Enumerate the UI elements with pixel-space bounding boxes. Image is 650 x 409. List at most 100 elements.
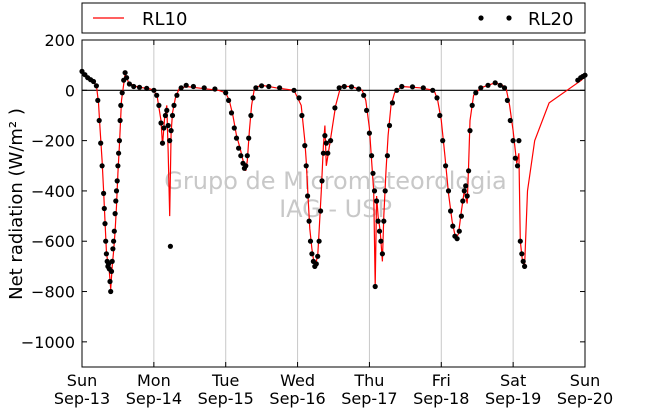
legend-rl10-label: RL10 — [142, 9, 187, 30]
rl20-point — [371, 188, 378, 194]
rl20-point — [485, 82, 491, 88]
rl20-point — [126, 81, 132, 87]
rl20-point — [375, 218, 381, 224]
rl20-point — [236, 145, 242, 151]
rl20-point — [238, 153, 244, 159]
rl20-point — [463, 183, 469, 189]
rl20-point — [296, 95, 302, 101]
rl20-point — [119, 90, 125, 96]
x-tick-label-day: Thu — [353, 371, 384, 390]
rl20-point — [112, 211, 118, 217]
rl20-point — [103, 238, 109, 244]
y-tick-label: 200 — [44, 31, 75, 50]
rl20-point — [101, 190, 107, 196]
rl20-point — [101, 205, 107, 212]
rl20-point — [319, 178, 325, 184]
rl20-point — [277, 85, 283, 91]
rl20-point — [399, 83, 405, 90]
rl20-point — [165, 122, 171, 129]
rl20-point — [111, 238, 117, 244]
rl20-point — [111, 228, 117, 234]
rl20-point — [174, 92, 180, 98]
rl20-point — [154, 92, 160, 98]
rl20-point — [325, 150, 331, 156]
x-tick-label-date: Sep-15 — [198, 389, 254, 408]
rl20-point — [110, 246, 116, 252]
rl20-point — [169, 112, 176, 119]
y-tick-label: 0 — [65, 81, 75, 100]
rl20-point — [167, 243, 173, 249]
rl20-point — [510, 138, 516, 144]
rl20-point — [315, 253, 321, 259]
rl20-point — [95, 97, 101, 103]
x-tick-label-day: Mon — [137, 371, 171, 390]
rl20-point — [454, 236, 460, 242]
rl20-point — [167, 138, 173, 144]
rl20-point — [497, 82, 503, 88]
rl20-point — [114, 178, 120, 184]
rl20-point — [522, 263, 528, 269]
rl20-point — [507, 117, 513, 124]
rl20-point — [183, 82, 189, 88]
rl20-point — [171, 102, 177, 108]
rl20-point — [376, 228, 383, 234]
rl20-point — [512, 155, 518, 161]
rl20-point — [519, 251, 525, 257]
rl20-point — [378, 238, 384, 244]
rl20-point — [108, 268, 115, 274]
x-tick-label-day: Tue — [211, 371, 239, 390]
y-tick-label: −200 — [31, 132, 75, 151]
rl20-point — [107, 278, 113, 285]
rl20-point — [144, 85, 150, 91]
rl20-point — [516, 138, 522, 144]
rl20-point — [440, 138, 446, 144]
rl20-point — [430, 87, 436, 93]
rl20-point — [320, 150, 326, 156]
rl20-point — [246, 135, 252, 141]
y-tick-label: −800 — [31, 283, 75, 302]
rl20-point — [464, 193, 470, 199]
rl20-point — [108, 288, 114, 295]
rl20-point — [259, 83, 265, 89]
rl20-point — [302, 143, 308, 149]
x-tick-label-day: Fri — [432, 371, 451, 390]
legend: RL10 RL20 — [81, 2, 586, 34]
plot-frame — [81, 39, 586, 368]
rl20-point — [409, 84, 416, 90]
rl20-point — [113, 198, 119, 204]
rl20-point — [381, 218, 387, 224]
rl20-point — [228, 110, 235, 116]
rl20-point — [332, 105, 338, 111]
rl20-point — [226, 97, 232, 103]
rl20-point — [369, 153, 375, 159]
x-tick-label-day: Sun — [67, 371, 97, 390]
rl20-point — [113, 188, 120, 194]
rl20-point — [161, 125, 167, 131]
rl20-point — [501, 85, 508, 91]
rl20-point — [109, 258, 115, 264]
rl20-point — [93, 83, 99, 89]
rl20-point — [384, 153, 390, 159]
rl20-point — [299, 112, 305, 119]
rl20-point — [520, 258, 526, 264]
rl20-point — [266, 83, 272, 90]
rl20-point — [233, 135, 240, 141]
watermark-text: IAG - USP — [279, 195, 392, 223]
rl20-point — [102, 221, 108, 227]
rl20-point — [348, 84, 355, 90]
x-tick-label-date: Sep-16 — [269, 389, 325, 408]
rl20-point — [469, 102, 475, 108]
rl20-point — [366, 130, 372, 136]
rl20-point — [318, 208, 324, 214]
x-tick-label-date: Sep-14 — [126, 389, 182, 408]
x-tick-label-day: Wed — [280, 371, 315, 390]
rl20-point — [115, 163, 121, 169]
rl20-point — [231, 125, 237, 131]
rl20-point — [122, 70, 128, 76]
x-tick-label-date: Sep-17 — [341, 389, 397, 408]
legend-frame — [81, 2, 586, 34]
rl20-point — [460, 198, 466, 204]
rl20-point — [466, 168, 472, 174]
watermark-text: Grupo de Micrometeorologia — [164, 167, 506, 195]
rl20-point — [168, 128, 174, 134]
